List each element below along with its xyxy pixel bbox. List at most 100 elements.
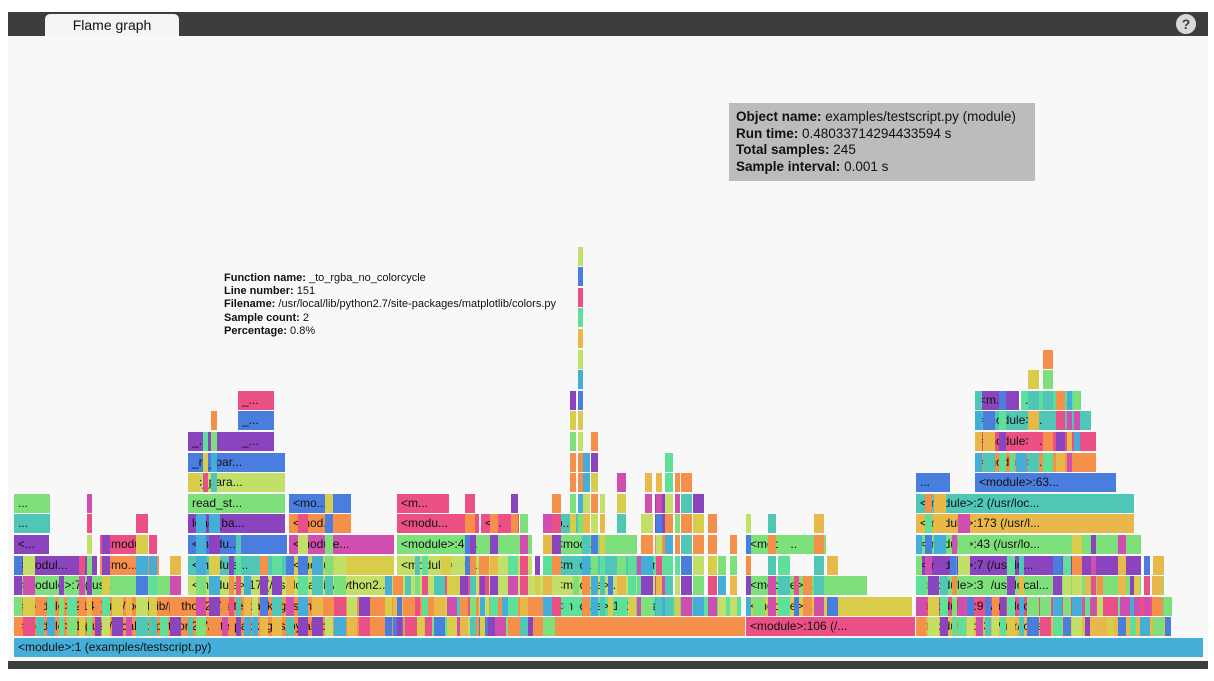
stack-frame[interactable] <box>1027 596 1039 616</box>
stack-frame[interactable] <box>1043 390 1053 410</box>
stack-frame[interactable] <box>1028 452 1039 472</box>
stack-frame[interactable] <box>992 617 999 637</box>
stack-frame[interactable] <box>1019 576 1024 596</box>
stack-frame[interactable] <box>1072 535 1082 554</box>
stack-frame[interactable] <box>535 617 540 637</box>
stack-frame[interactable] <box>693 596 704 616</box>
stack-frame[interactable] <box>950 555 956 575</box>
stack-frame[interactable] <box>488 617 495 637</box>
stack-frame[interactable] <box>591 432 598 451</box>
stack-frame[interactable] <box>136 576 148 596</box>
stack-frame[interactable] <box>958 617 966 637</box>
stack-frame[interactable] <box>578 308 583 328</box>
stack-frame[interactable] <box>814 535 824 554</box>
stack-frame[interactable] <box>1043 452 1053 472</box>
stack-frame[interactable] <box>681 596 692 616</box>
stack-frame[interactable] <box>681 535 692 554</box>
stack-frame[interactable] <box>298 514 308 534</box>
stack-frame[interactable] <box>564 596 570 616</box>
stack-frame[interactable] <box>209 535 220 554</box>
stack-frame[interactable] <box>298 535 308 554</box>
stack-frame[interactable] <box>665 596 673 616</box>
stack-frame[interactable] <box>1028 411 1039 431</box>
stack-frame[interactable] <box>975 411 982 431</box>
stack-frame[interactable] <box>1063 596 1071 616</box>
stack-frame[interactable] <box>985 617 991 637</box>
stack-frame[interactable] <box>209 596 220 616</box>
stack-frame[interactable] <box>582 514 590 534</box>
stack-frame[interactable] <box>803 596 812 616</box>
stack-frame[interactable] <box>967 596 974 616</box>
stack-frame[interactable] <box>665 473 673 493</box>
stack-frame[interactable] <box>405 576 411 596</box>
stack-frame[interactable] <box>1107 617 1114 637</box>
stack-frame[interactable] <box>447 617 457 637</box>
stack-frame[interactable] <box>272 596 282 616</box>
stack-frame[interactable] <box>983 452 995 472</box>
stack-frame[interactable] <box>222 596 228 616</box>
stack-frame[interactable] <box>675 555 680 575</box>
stack-frame[interactable] <box>1019 617 1024 637</box>
stack-frame[interactable] <box>79 596 85 616</box>
stack-frame[interactable] <box>665 452 673 472</box>
stack-frame[interactable] <box>87 555 92 575</box>
stack-frame[interactable] <box>1000 617 1006 637</box>
stack-frame[interactable] <box>508 535 518 554</box>
stack-frame[interactable] <box>582 576 590 596</box>
stack-frame[interactable] <box>665 514 673 534</box>
stack-frame[interactable] <box>573 576 579 596</box>
stack-frame[interactable] <box>508 617 518 637</box>
help-button[interactable]: ? <box>1176 14 1196 34</box>
stack-frame[interactable]: ... <box>14 493 50 513</box>
stack-frame[interactable] <box>814 596 824 616</box>
stack-frame[interactable] <box>1040 596 1051 616</box>
stack-frame[interactable] <box>79 555 85 575</box>
stack-frame[interactable] <box>753 596 765 616</box>
stack-frame[interactable] <box>746 555 751 575</box>
stack-frame[interactable] <box>608 576 613 596</box>
stack-frame[interactable] <box>768 596 776 616</box>
stack-frame[interactable] <box>188 617 193 637</box>
stack-frame[interactable] <box>14 596 22 616</box>
stack-frame[interactable] <box>511 514 518 534</box>
stack-frame[interactable] <box>665 535 673 554</box>
stack-frame[interactable] <box>952 617 957 637</box>
stack-frame[interactable] <box>1053 576 1062 596</box>
stack-frame[interactable] <box>1134 576 1140 596</box>
stack-frame[interactable] <box>570 432 576 451</box>
stack-frame[interactable] <box>675 596 680 616</box>
stack-frame[interactable] <box>934 493 946 513</box>
stack-frame[interactable] <box>236 576 241 596</box>
stack-frame[interactable]: <modu... <box>397 514 479 534</box>
stack-frame[interactable] <box>591 452 598 472</box>
stack-frame[interactable] <box>578 329 583 348</box>
stack-frame[interactable] <box>934 555 946 575</box>
stack-frame[interactable] <box>425 617 432 637</box>
stack-frame[interactable] <box>59 576 64 596</box>
stack-frame[interactable] <box>434 576 445 596</box>
stack-frame[interactable] <box>746 514 751 534</box>
stack-frame[interactable] <box>1067 452 1072 472</box>
stack-frame[interactable] <box>591 596 598 616</box>
stack-frame[interactable] <box>718 576 726 596</box>
stack-frame[interactable] <box>552 555 561 575</box>
stack-frame[interactable] <box>641 576 653 596</box>
stack-frame[interactable] <box>985 576 991 596</box>
stack-frame[interactable] <box>591 493 598 513</box>
stack-frame[interactable] <box>1027 617 1039 637</box>
stack-frame[interactable] <box>36 617 44 637</box>
stack-frame[interactable]: read_st... <box>188 493 285 513</box>
stack-frame[interactable] <box>617 555 626 575</box>
stack-frame[interactable] <box>415 576 420 596</box>
stack-frame[interactable] <box>252 617 258 637</box>
stack-frame[interactable] <box>637 555 644 575</box>
stack-frame[interactable] <box>418 617 424 637</box>
stack-frame[interactable] <box>359 596 370 616</box>
stack-frame[interactable] <box>209 617 220 637</box>
stack-frame[interactable] <box>312 617 323 637</box>
stack-frame[interactable] <box>976 617 983 637</box>
stack-frame[interactable] <box>693 555 704 575</box>
stack-frame[interactable] <box>768 555 776 575</box>
stack-frame[interactable] <box>578 349 583 369</box>
stack-frame[interactable] <box>925 535 932 554</box>
